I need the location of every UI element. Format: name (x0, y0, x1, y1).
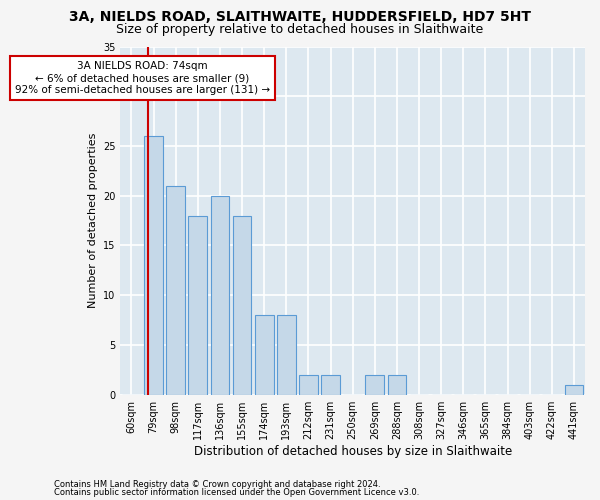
Text: Size of property relative to detached houses in Slaithwaite: Size of property relative to detached ho… (116, 22, 484, 36)
Bar (166, 186, 185, 394)
Bar (144, 136, 163, 394)
Bar (299, 375, 318, 394)
Text: Contains HM Land Registry data © Crown copyright and database right 2024.: Contains HM Land Registry data © Crown c… (54, 480, 380, 489)
X-axis label: Distribution of detached houses by size in Slaithwaite: Distribution of detached houses by size … (194, 444, 512, 458)
Bar (388, 375, 406, 394)
Bar (321, 375, 340, 394)
Bar (188, 216, 207, 394)
Bar (211, 196, 229, 394)
Bar (565, 385, 583, 394)
Text: 3A NIELDS ROAD: 74sqm
← 6% of detached houses are smaller (9)
92% of semi-detach: 3A NIELDS ROAD: 74sqm ← 6% of detached h… (15, 62, 270, 94)
Bar (233, 216, 251, 394)
Bar (255, 315, 274, 394)
Bar (277, 315, 296, 394)
Text: 3A, NIELDS ROAD, SLAITHWAITE, HUDDERSFIELD, HD7 5HT: 3A, NIELDS ROAD, SLAITHWAITE, HUDDERSFIE… (69, 10, 531, 24)
Bar (365, 375, 384, 394)
Y-axis label: Number of detached properties: Number of detached properties (88, 133, 98, 308)
Text: Contains public sector information licensed under the Open Government Licence v3: Contains public sector information licen… (54, 488, 419, 497)
